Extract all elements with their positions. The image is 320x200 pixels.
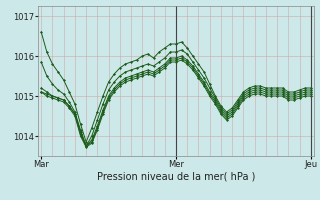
X-axis label: Pression niveau de la mer( hPa ): Pression niveau de la mer( hPa ) [97, 172, 255, 182]
